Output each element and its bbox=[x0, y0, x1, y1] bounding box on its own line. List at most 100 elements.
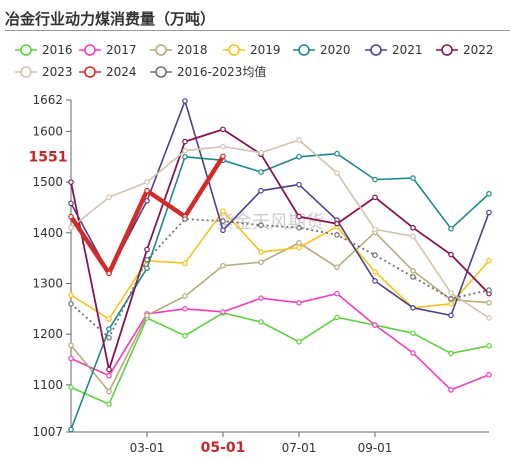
data-point bbox=[372, 322, 378, 328]
data-point bbox=[372, 269, 378, 275]
data-point bbox=[486, 257, 492, 264]
legend-item-2019[interactable]: 2019 bbox=[223, 43, 281, 57]
data-point bbox=[144, 256, 150, 263]
data-point bbox=[68, 355, 74, 362]
series-2023 bbox=[68, 137, 492, 321]
data-point bbox=[410, 268, 416, 274]
series-line bbox=[70, 312, 490, 405]
legend-item-2016-2023均值[interactable]: 2016-2023均值 bbox=[150, 64, 266, 79]
data-point bbox=[486, 287, 492, 293]
data-point bbox=[258, 259, 264, 265]
data-point bbox=[220, 208, 226, 214]
data-point bbox=[258, 149, 264, 156]
legend-swatch-marker bbox=[20, 44, 32, 56]
y-tick-label: 1300 bbox=[32, 276, 63, 290]
data-point bbox=[220, 262, 226, 269]
legend-item-2016[interactable]: 2016 bbox=[15, 43, 73, 57]
data-point bbox=[220, 143, 226, 150]
y-tick-label: 1500 bbox=[32, 175, 63, 189]
x-tick-label: 03-01 bbox=[130, 441, 165, 455]
data-point bbox=[68, 179, 74, 185]
y-tick-label: 1600 bbox=[32, 124, 63, 138]
data-point bbox=[68, 224, 74, 231]
legend-swatch-marker bbox=[298, 44, 310, 56]
last-value-layer: 1551 bbox=[20, 147, 70, 166]
data-point bbox=[486, 343, 492, 349]
data-point bbox=[410, 233, 416, 240]
data-point bbox=[448, 225, 454, 232]
data-point bbox=[106, 334, 112, 341]
legend-label: 2024 bbox=[106, 65, 137, 79]
data-point bbox=[448, 312, 454, 319]
data-point bbox=[182, 332, 188, 339]
last-value-box bbox=[20, 147, 70, 166]
series-2022 bbox=[68, 126, 492, 373]
legend-item-2018[interactable]: 2018 bbox=[150, 43, 208, 57]
legend-label: 2017 bbox=[106, 43, 137, 57]
data-point bbox=[68, 342, 74, 349]
data-point bbox=[68, 426, 74, 433]
data-point bbox=[106, 388, 112, 395]
legend-swatch-marker bbox=[84, 44, 96, 56]
data-point bbox=[220, 153, 226, 160]
data-point bbox=[182, 293, 188, 299]
data-point bbox=[448, 251, 454, 258]
legend-item-2022[interactable]: 2022 bbox=[436, 43, 494, 57]
data-point bbox=[334, 232, 340, 238]
data-point bbox=[182, 147, 188, 154]
data-point bbox=[296, 213, 302, 220]
data-point bbox=[144, 265, 150, 272]
data-point bbox=[410, 330, 416, 336]
data-point bbox=[410, 274, 416, 280]
data-point bbox=[296, 299, 302, 306]
data-point bbox=[334, 220, 340, 227]
legend-swatch-marker bbox=[84, 66, 96, 78]
series-2016-2023均值 bbox=[68, 216, 492, 341]
legend-item-2020[interactable]: 2020 bbox=[293, 43, 351, 57]
x-tick-label: 05-01 bbox=[201, 440, 246, 456]
data-point bbox=[182, 216, 188, 222]
legend-label: 2021 bbox=[392, 43, 423, 57]
data-point bbox=[334, 314, 340, 321]
legend-item-2021[interactable]: 2021 bbox=[365, 43, 423, 57]
last-value-label: 1551 bbox=[29, 149, 68, 165]
legend-swatch-marker bbox=[441, 44, 453, 56]
data-point bbox=[296, 244, 302, 251]
legend-swatch-marker bbox=[370, 44, 382, 56]
data-point bbox=[144, 179, 150, 185]
data-point bbox=[258, 249, 264, 255]
legend-swatch-marker bbox=[20, 66, 32, 78]
chart-axes: 1007 1100 1200 1300 1400 1500 1600 1662 03-01 05-… bbox=[32, 93, 489, 456]
data-point bbox=[182, 98, 188, 104]
legend-item-2023[interactable]: 2023 bbox=[15, 65, 73, 79]
data-point bbox=[448, 387, 454, 393]
data-point bbox=[448, 295, 454, 302]
data-point bbox=[372, 278, 378, 284]
data-point bbox=[182, 260, 188, 267]
series-line bbox=[70, 231, 490, 393]
legend-item-2017[interactable]: 2017 bbox=[79, 43, 137, 57]
data-point bbox=[486, 299, 492, 306]
data-point bbox=[182, 138, 188, 145]
legend-item-2024[interactable]: 2024 bbox=[79, 65, 137, 79]
data-point bbox=[296, 153, 302, 160]
data-point bbox=[334, 290, 340, 297]
data-point bbox=[410, 305, 416, 311]
y-tick-label: 1100 bbox=[32, 378, 63, 392]
series-2024 bbox=[68, 153, 226, 277]
data-point bbox=[296, 224, 302, 231]
data-point bbox=[486, 209, 492, 216]
data-point bbox=[68, 384, 74, 391]
legend-swatch-marker bbox=[155, 44, 167, 56]
data-point bbox=[296, 181, 302, 188]
data-point bbox=[296, 338, 302, 345]
data-point bbox=[220, 309, 226, 315]
title-divider bbox=[5, 30, 510, 31]
series-line bbox=[70, 152, 490, 430]
series-line bbox=[69, 155, 225, 276]
series-layer bbox=[68, 98, 492, 433]
series-line bbox=[70, 100, 490, 317]
data-point bbox=[334, 264, 340, 271]
legend-label: 2016-2023均值 bbox=[177, 64, 266, 79]
y-tick-label: 1200 bbox=[32, 327, 63, 341]
